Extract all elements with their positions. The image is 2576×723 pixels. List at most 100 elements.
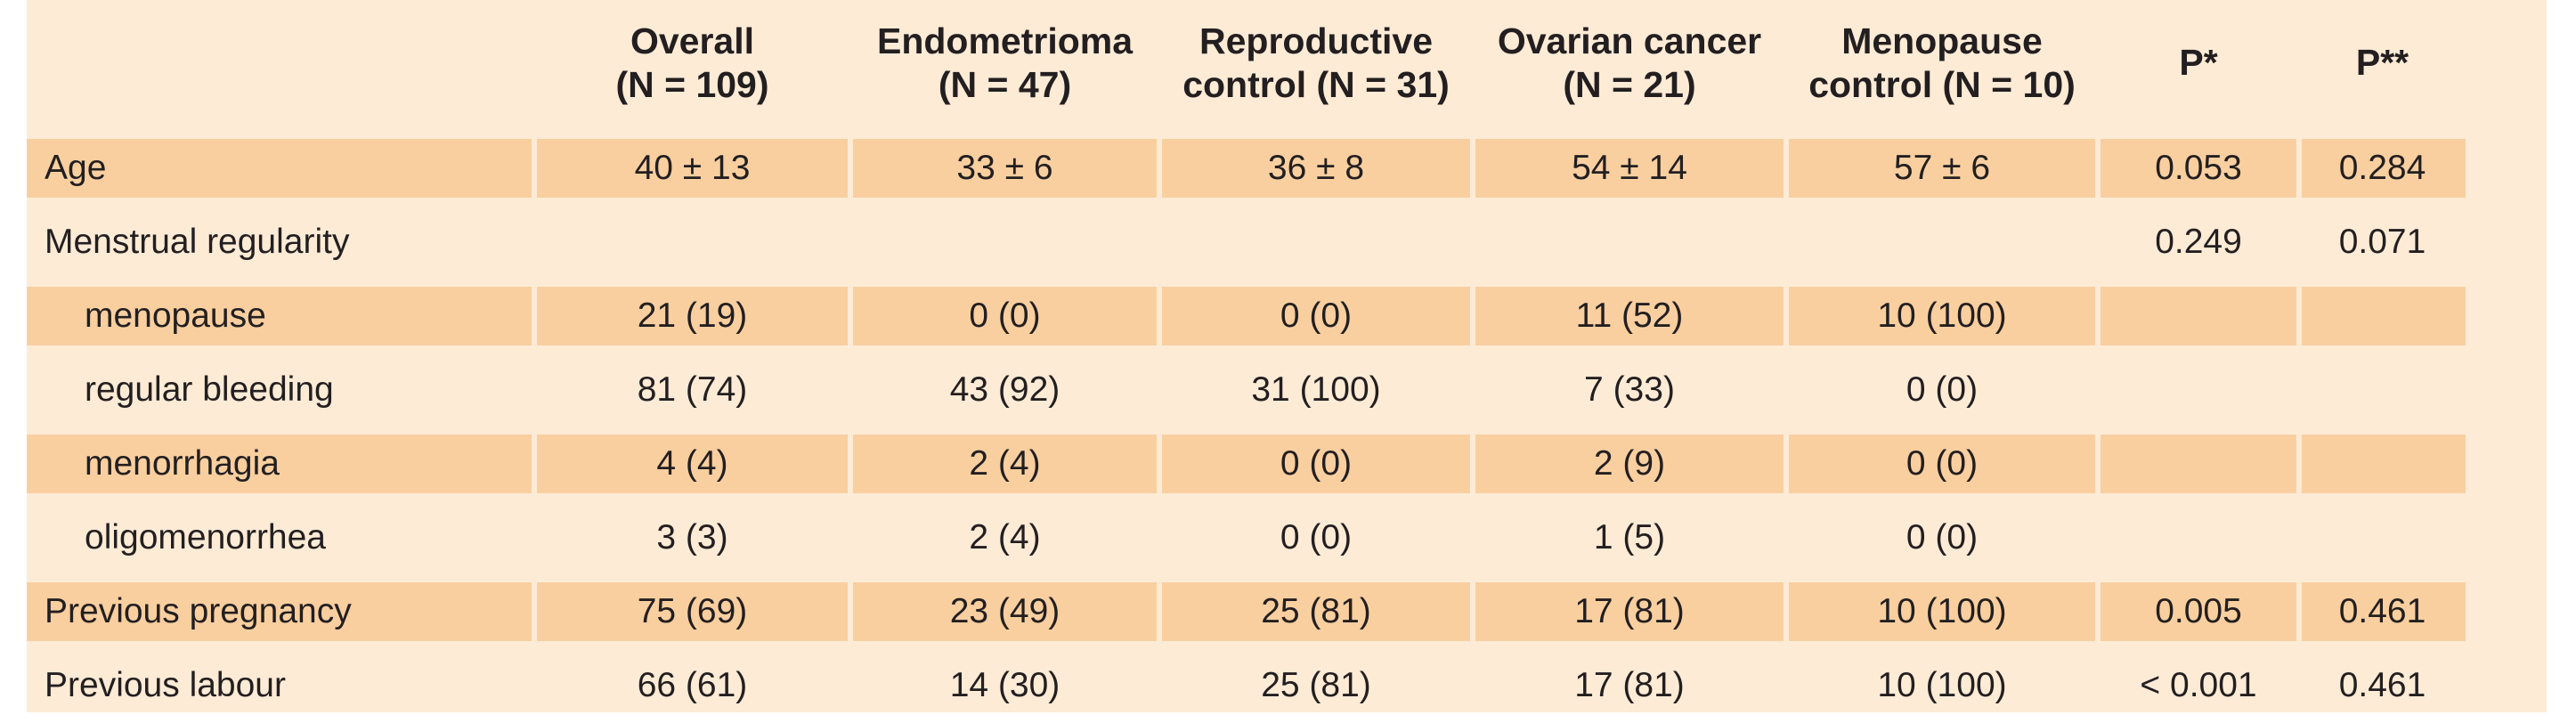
row-label: menorrhagia: [85, 444, 280, 483]
table-grid: Overall (N = 109) Endometrioma (N = 47) …: [27, 0, 2547, 723]
row-label: regular bleeding: [85, 370, 334, 410]
header-endometrioma: Endometrioma (N = 47): [850, 0, 1159, 132]
header-line: P**: [2355, 42, 2409, 84]
row-shade-segment: [1475, 139, 1784, 198]
row-shade-segment: [27, 435, 532, 493]
row-shade-segment: [853, 582, 1157, 641]
header-ovarian-cancer: Ovarian cancer (N = 21): [1473, 0, 1786, 132]
header-line: Reproductive: [1199, 20, 1433, 61]
header-line: (N = 21): [1563, 64, 1696, 105]
row-shade-segment: [2302, 435, 2466, 493]
row-shade-segment: [537, 435, 848, 493]
table-cell: 0.461: [2338, 592, 2426, 631]
table-cell: 75 (69): [637, 592, 748, 631]
header-overall: Overall (N = 109): [534, 0, 850, 132]
table-cell: [534, 206, 850, 280]
row-shade-segment: [1475, 582, 1784, 641]
row-shade-segment: [1162, 287, 1470, 345]
row-shade-segment: [1789, 435, 2095, 493]
table-cell: 31 (100): [1251, 370, 1381, 410]
row-shade-segment: [27, 287, 532, 345]
row-shade-segment: [2101, 582, 2296, 641]
row-shade-segment: [1475, 287, 1784, 345]
table-cell: 54 ± 14: [1572, 149, 1687, 188]
table-cell: 0.249: [2155, 223, 2242, 262]
table-cell: 0 (0): [1906, 518, 1979, 557]
row-label: Age: [45, 149, 107, 188]
row-shade-segment: [2101, 287, 2296, 345]
table-cell: 0.005: [2155, 592, 2242, 631]
table-cell: [1159, 206, 1473, 280]
row-shade-segment: [1475, 435, 1784, 493]
table-cell: [2098, 353, 2299, 427]
table-cell: 0 (0): [1906, 370, 1979, 410]
table-cell: [850, 206, 1159, 280]
table-cell: 57 ± 6: [1893, 149, 1991, 188]
header-reproductive-control: Reproductive control (N = 31): [1159, 0, 1473, 132]
row-label: Previous labour: [45, 666, 286, 705]
table-cell: 17 (81): [1574, 666, 1685, 705]
table-cell-spacer: [2466, 427, 2547, 501]
header-line: Endometrioma: [876, 20, 1134, 61]
row-shade-segment: [2302, 287, 2466, 345]
header-line: (N = 109): [615, 64, 769, 105]
header-line: Ovarian cancer: [1497, 20, 1762, 61]
table-cell: 0.071: [2338, 223, 2426, 262]
table-cell: 33 ± 6: [956, 149, 1053, 188]
table-cell-spacer: [2466, 501, 2547, 575]
row-label: Menstrual regularity: [45, 223, 350, 262]
table-cell: 0 (0): [969, 297, 1041, 336]
header-line: control (N = 10): [1808, 64, 2076, 105]
table-cell: 66 (61): [637, 666, 748, 705]
characteristics-table: Overall (N = 109) Endometrioma (N = 47) …: [27, 0, 2547, 712]
table-cell: [2098, 501, 2299, 575]
table-cell: [2299, 353, 2466, 427]
table-cell: 0.053: [2155, 149, 2242, 188]
table-cell: [1473, 206, 1786, 280]
table-cell: 0 (0): [1280, 444, 1353, 483]
header-p-star: P*: [2098, 0, 2299, 132]
table-cell: 2 (9): [1593, 444, 1666, 483]
header-line: control (N = 31): [1182, 64, 1450, 105]
table-cell: 17 (81): [1574, 592, 1685, 631]
row-shade-segment: [853, 139, 1157, 198]
header-cell-empty: [27, 0, 534, 132]
row-shade-segment: [1789, 139, 2095, 198]
table-cell: 43 (92): [949, 370, 1060, 410]
table-cell-spacer: [2466, 353, 2547, 427]
table-cell: 14 (30): [949, 666, 1060, 705]
table-cell: [1786, 206, 2098, 280]
table-cell: < 0.001: [2140, 666, 2257, 705]
table-cell: 21 (19): [637, 297, 748, 336]
table-cell: 0 (0): [1906, 444, 1979, 483]
table-cell: [2098, 280, 2299, 353]
table-cell: 10 (100): [1877, 592, 2007, 631]
table-cell: [2098, 427, 2299, 501]
table-cell: [2299, 280, 2466, 353]
row-shade-segment: [1162, 139, 1470, 198]
row-shade-segment: [2302, 139, 2466, 198]
table-cell-spacer: [2466, 206, 2547, 280]
row-shade-segment: [27, 582, 532, 641]
table-cell-spacer: [2466, 280, 2547, 353]
row-label: menopause: [85, 297, 266, 336]
table-cell: 4 (4): [656, 444, 728, 483]
table-cell: 0 (0): [1280, 518, 1353, 557]
header-menopause-control: Menopause control (N = 10): [1786, 0, 2098, 132]
table-cell: 40 ± 13: [634, 149, 751, 188]
header-line: P*: [2179, 42, 2218, 84]
header-line: (N = 47): [938, 64, 1072, 105]
table-cell: [2299, 427, 2466, 501]
table-cell: 23 (49): [949, 592, 1060, 631]
row-shade-segment: [537, 287, 848, 345]
row-shade-segment: [537, 139, 848, 198]
table-cell: 10 (100): [1877, 297, 2007, 336]
row-shade-segment: [1162, 582, 1470, 641]
row-shade-segment: [537, 582, 848, 641]
row-shade-segment: [1789, 287, 2095, 345]
table-cell: 10 (100): [1877, 666, 2007, 705]
table-cell: 36 ± 8: [1267, 149, 1365, 188]
row-shade-segment: [853, 287, 1157, 345]
table-cell: 7 (33): [1584, 370, 1675, 410]
table-cell: 0.461: [2338, 666, 2426, 705]
